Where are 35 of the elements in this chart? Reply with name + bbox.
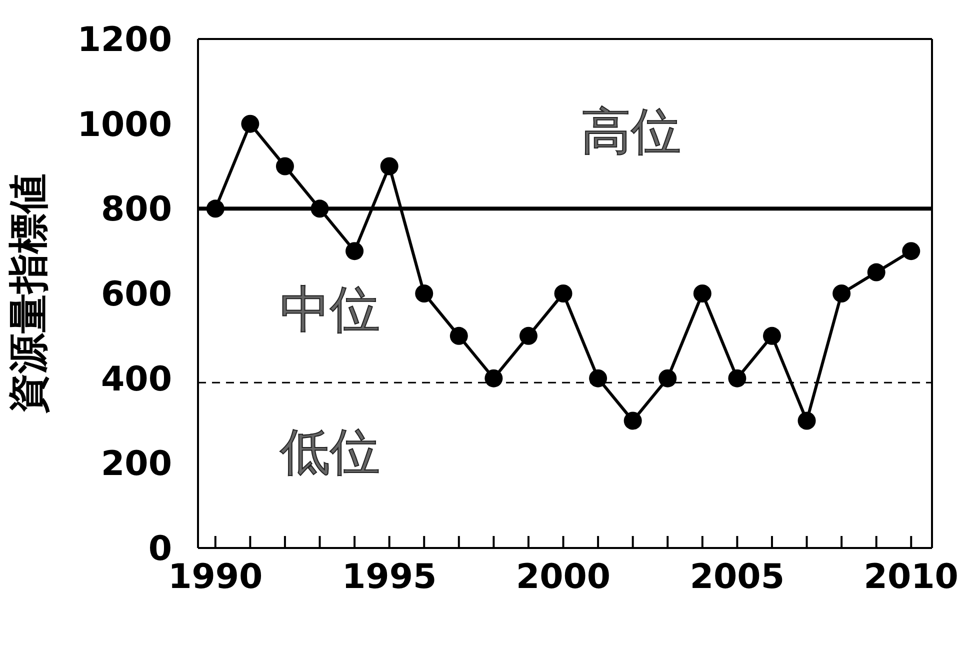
y-tick-label: 800 — [101, 190, 172, 230]
y-tick-label: 600 — [101, 274, 172, 315]
point — [658, 369, 677, 388]
point — [450, 326, 468, 345]
annotation: 低位 — [280, 423, 380, 482]
x-tick-label: 2010 — [864, 557, 958, 598]
point — [310, 200, 329, 218]
point — [832, 284, 851, 302]
annotation: 中位 — [280, 280, 380, 339]
point — [484, 369, 503, 388]
y-axis-title: 資源量指標値 — [6, 174, 52, 414]
y-tick-label: 1000 — [77, 104, 172, 145]
point — [589, 369, 608, 388]
point — [519, 326, 538, 345]
point — [624, 412, 642, 430]
x-tick-label: 2000 — [516, 557, 611, 598]
y-tick-label: 400 — [101, 359, 172, 400]
point — [415, 284, 434, 302]
point — [902, 242, 920, 260]
point — [554, 284, 572, 302]
y-tick-label: 1200 — [77, 20, 172, 60]
point — [798, 412, 816, 430]
point — [728, 369, 746, 388]
x-tick-label: 2005 — [690, 557, 785, 598]
point — [241, 114, 260, 133]
point — [206, 200, 224, 218]
annotation: 高位 — [581, 102, 682, 160]
point — [693, 284, 712, 302]
point — [276, 157, 294, 176]
point — [867, 263, 886, 282]
point — [762, 326, 781, 345]
point — [380, 157, 398, 176]
y-tick-label: 200 — [101, 444, 172, 484]
x-tick-label: 1995 — [342, 557, 437, 598]
point — [346, 242, 364, 260]
